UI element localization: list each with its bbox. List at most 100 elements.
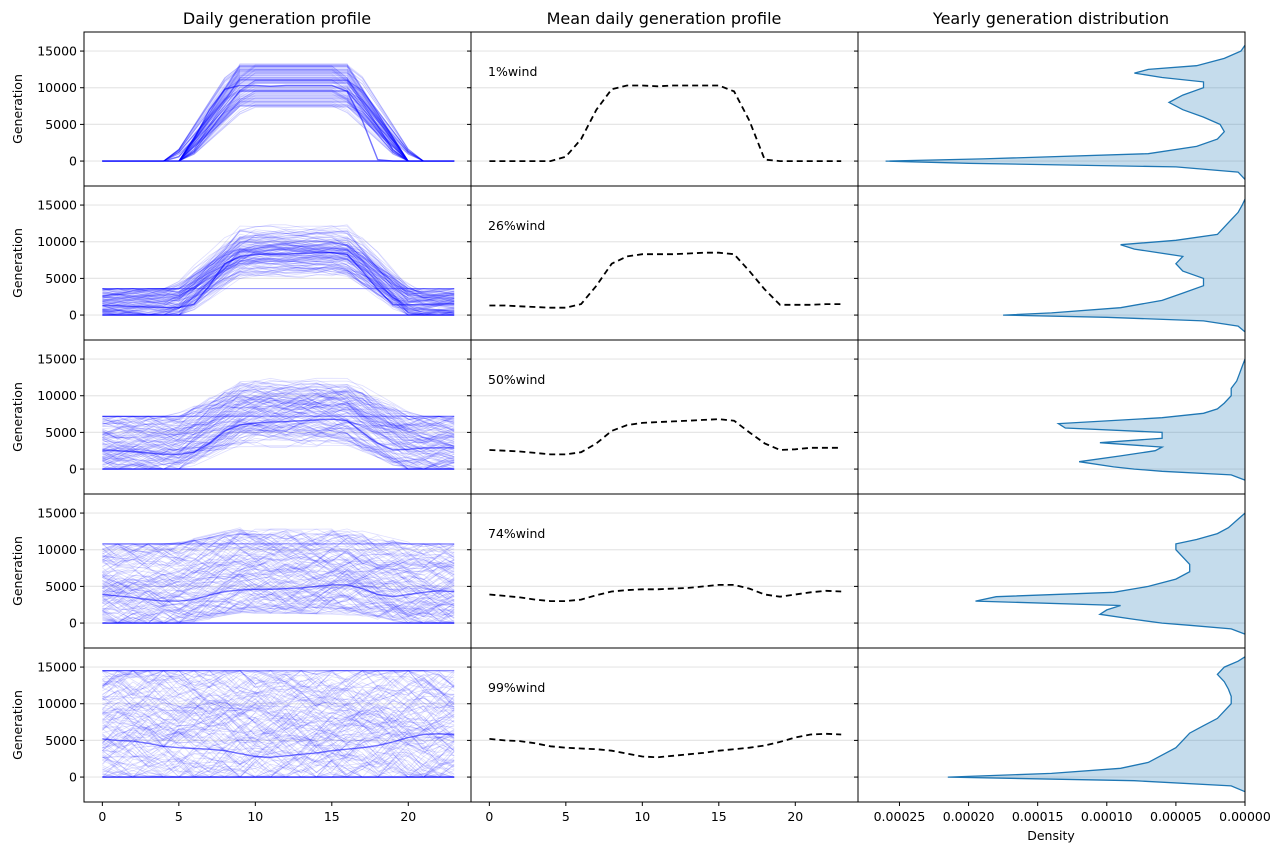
daily-profile-line [102, 670, 455, 706]
density-fill [975, 513, 1245, 635]
panel-frame [470, 185, 859, 341]
daily-profile-line [102, 247, 455, 315]
daily-profile-line [102, 230, 455, 302]
density-curve [1003, 198, 1246, 333]
daily-profile-line [102, 236, 455, 313]
daily-profile-line [102, 670, 455, 764]
daily-profile-line [102, 396, 455, 451]
daily-profile-line [102, 704, 455, 746]
daily-profile-line [102, 233, 455, 315]
daily-profile-line [102, 257, 455, 310]
daily-profile-line [102, 235, 455, 312]
daily-profile-line [102, 243, 455, 303]
daily-profile-line [102, 262, 455, 314]
daily-profile-line [102, 261, 455, 312]
daily-profile-line [102, 390, 455, 448]
daily-profile-line [102, 571, 455, 624]
daily-profile-line [102, 719, 455, 776]
daily-profile-line [102, 245, 455, 314]
daily-profile-line [102, 594, 455, 623]
daily-profile-line [102, 389, 455, 461]
y-tick-label: 15000 [37, 44, 77, 59]
daily-profile-line [102, 574, 455, 624]
daily-profile-line [102, 740, 455, 778]
wind-share-label: 74%wind [488, 526, 545, 541]
daily-profile-line [102, 258, 455, 310]
daily-profile-line [102, 413, 455, 461]
daily-profile-line [102, 249, 455, 305]
daily-profile-line [102, 387, 455, 444]
daily-profile-line [102, 396, 455, 436]
daily-profile-line [102, 689, 455, 778]
y-tick-label: 15000 [37, 198, 77, 213]
daily-profile-line [102, 258, 455, 309]
daily-profile-line [102, 738, 455, 778]
daily-profile-line [102, 431, 455, 470]
daily-profile-line [102, 544, 455, 589]
daily-profile-line [102, 732, 455, 778]
daily-profile-line [102, 236, 455, 303]
daily-profile-line [102, 670, 455, 697]
daily-profile-line [102, 678, 455, 735]
daily-profile-line [102, 528, 455, 598]
daily-profile-line [102, 241, 455, 299]
daily-profile-line [102, 572, 455, 624]
daily-profile-line [102, 387, 455, 441]
daily-profile-line [102, 533, 455, 579]
daily-profile-line [102, 388, 455, 435]
daily-profile-line [102, 567, 455, 621]
daily-profile-line [102, 590, 455, 624]
daily-profile-line [102, 228, 455, 299]
daily-profile-line [102, 386, 455, 443]
daily-profile-line [102, 266, 455, 316]
daily-profile-line [102, 670, 455, 711]
mean-profile-line [489, 84, 842, 163]
daily-profile-line [102, 735, 455, 778]
daily-profile-line [102, 230, 455, 304]
daily-profile-line [102, 733, 455, 778]
daily-profile-line [102, 237, 455, 303]
daily-profile-line [102, 393, 455, 456]
daily-profile-line [102, 670, 455, 731]
daily-profile-line [102, 542, 455, 591]
density-curve [885, 44, 1246, 180]
daily-profile-line [102, 711, 455, 749]
daily-profile-line [102, 695, 455, 772]
daily-profile-line [102, 244, 455, 315]
x-tick-label: 0 [485, 809, 493, 824]
daily-profile-line [102, 690, 455, 778]
daily-profile-line [102, 536, 455, 575]
daily-profile-line [102, 558, 455, 624]
daily-profile-line [102, 251, 455, 301]
daily-profile-line [102, 243, 455, 308]
y-tick-label: 5000 [45, 579, 77, 594]
daily-profile-line [102, 548, 455, 599]
daily-profile-line [102, 574, 455, 611]
daily-profile-line [102, 380, 455, 428]
daily-profile-line [102, 402, 455, 451]
daily-profile-line [102, 251, 455, 301]
daily-profile-line [102, 680, 455, 752]
daily-profile-line [102, 264, 455, 316]
daily-profile-line [102, 586, 455, 624]
daily-profile-line [102, 571, 455, 624]
daily-profile-line [102, 684, 455, 778]
daily-profile-line [102, 670, 455, 707]
mean-profile-line [489, 418, 842, 456]
daily-profile-panel [102, 670, 455, 778]
daily-profile-line [102, 544, 455, 598]
daily-profile-line [102, 533, 455, 584]
col-title-daily: Daily generation profile [183, 9, 371, 28]
daily-profile-line [102, 670, 455, 759]
daily-profile-line [102, 255, 455, 310]
daily-profile-line [102, 677, 455, 740]
daily-profile-line [102, 235, 455, 304]
panel-frame [857, 647, 1246, 803]
daily-profile-line [102, 393, 455, 439]
daily-profile-line [102, 687, 455, 762]
daily-profile-line [102, 533, 455, 559]
daily-profile-line [102, 577, 455, 618]
daily-profile-line [102, 540, 455, 592]
daily-profile-line [102, 235, 455, 304]
daily-profile-line [102, 670, 455, 734]
